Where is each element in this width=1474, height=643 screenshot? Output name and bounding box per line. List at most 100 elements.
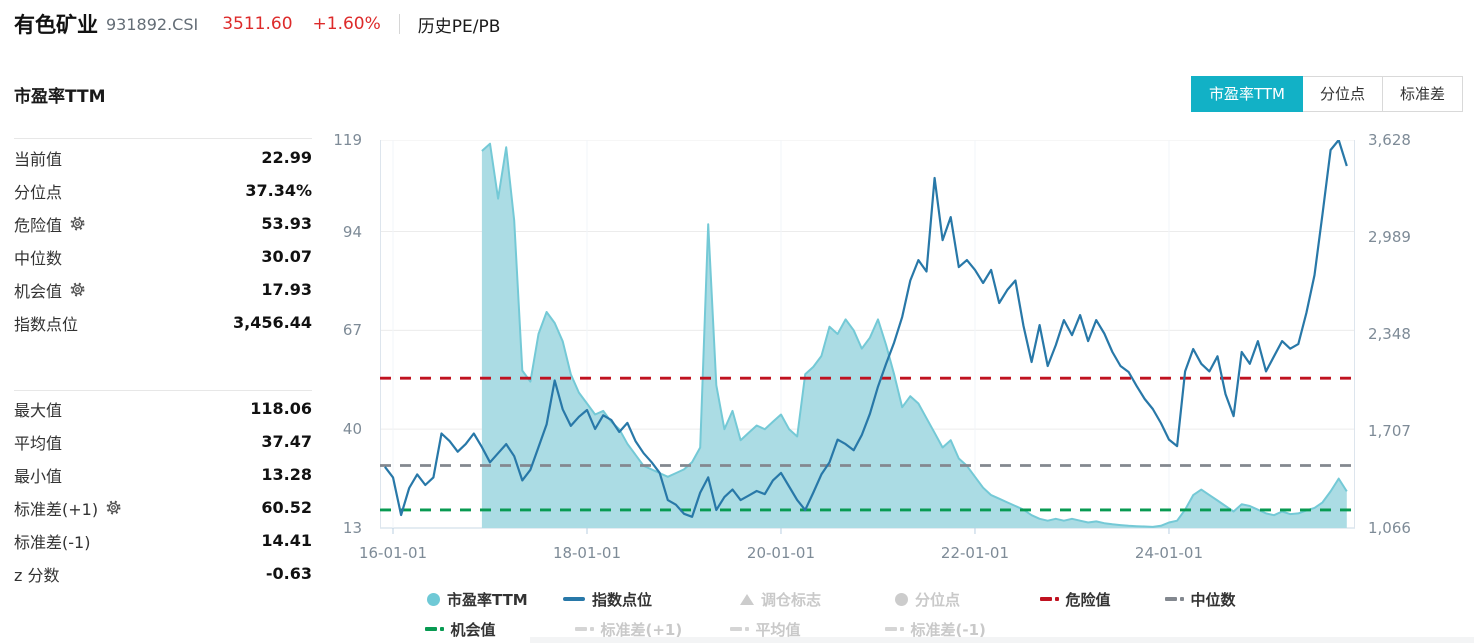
gear-icon [70,282,85,297]
tab-stddev[interactable]: 标准差 [1382,76,1463,112]
gear-icon[interactable] [70,216,85,231]
pe-ttm-area [481,143,1347,528]
stat-value: 22.99 [261,148,312,167]
legend-item[interactable]: 危险值 [1040,588,1111,610]
pe-axis-tick: 40 [342,420,362,439]
index-axis-tick: 1,707 [1368,421,1411,440]
series-line-icon [563,597,585,601]
legend-label: 指数点位 [592,590,653,609]
stat-current-row: 中位数 30.07 [14,240,312,273]
date-axis-tick: 24-01-01 [1134,544,1203,562]
stats-panel-summary: 最大值 118.06 平均值 37.47 最小值 13.28 标准差(+1) 60.52 标准差… [14,392,312,590]
gear-icon [70,216,85,231]
stat-label: 指数点位 [14,314,79,334]
pe-axis-tick: 67 [342,321,362,340]
series-circle-icon [895,592,908,606]
dash-dot-icon [1040,597,1059,601]
index-name: 有色矿业 [14,13,98,37]
stat-current-row: 指数点位 3,456.44 [14,306,312,339]
date-axis-tick: 16-01-01 [358,544,428,562]
pe-history-chart[interactable] [380,140,1355,540]
index-change-percent: +1.60% [312,14,381,34]
index-price: 3511.60 [222,14,293,34]
gear-icon[interactable] [70,282,85,297]
stat-summary-row: z 分数 -0.63 [14,557,312,590]
stat-value: 13.28 [261,465,312,484]
tab-percentile[interactable]: 分位点 [1302,76,1383,112]
legend-label: 分位点 [915,590,961,609]
stat-value: 60.52 [261,498,312,517]
index-axis-tick: 3,628 [1368,131,1411,149]
stat-label: 标准差(-1) [14,532,91,552]
gear-icon [106,500,121,515]
stat-value: 14.41 [261,531,312,550]
chart-legend: 市盈率TTM 指数点位 调仓标志 分位点 危险值 中位数机会值 标准差(+1) 平均值 标准差(… [0,584,1474,640]
stat-label: 平均值 [14,433,63,453]
stat-label: 最小值 [14,466,63,486]
date-axis-tick: 20-01-01 [746,544,816,562]
stat-current-row: 分位点 37.34% [14,174,312,207]
stat-value: 17.93 [261,280,312,299]
stat-current-row: 当前值 22.99 [14,141,312,174]
stat-summary-row: 标准差(-1) 14.41 [14,524,312,557]
dash-dot-icon [1165,597,1184,601]
legend-label: 市盈率TTM [447,590,528,609]
stat-value: 30.07 [261,247,312,266]
legend-item[interactable]: 标准差(+1) [575,618,682,640]
stat-value: 37.34% [245,181,312,200]
legend-label: 标准差(+1) [600,620,683,639]
legend-label: 机会值 [450,620,496,639]
header-divider [398,14,400,34]
stat-current-row: 危险值 53.93 [14,207,312,240]
stat-summary-row: 标准差(+1) 60.52 [14,491,312,524]
stat-label: 分位点 [14,182,63,202]
stat-label: 最大值 [14,400,63,420]
stat-summary-row: 平均值 37.47 [14,425,312,458]
dash-dot-icon [885,627,904,631]
legend-label: 平均值 [755,620,801,639]
legend-item[interactable]: 中位数 [1165,588,1236,610]
stat-label: 机会值 [14,281,63,301]
series-circle-icon [427,592,440,606]
next-section-edge [530,637,1474,643]
stat-summary-row: 最大值 118.06 [14,392,312,425]
legend-label: 调仓标志 [761,590,822,609]
index-code: 931892.CSI [106,14,199,34]
legend-item[interactable]: 平均值 [730,618,801,640]
tab-pe-ttm[interactable]: 市盈率TTM [1190,76,1303,112]
date-axis-tick: 22-01-01 [940,544,1010,562]
dash-dot-icon [730,627,749,631]
metric-title: 市盈率TTM [14,87,106,107]
legend-item[interactable]: 调仓标志 [740,588,821,610]
stat-value: 118.06 [250,399,312,418]
index-axis-tick: 1,066 [1368,519,1411,537]
stat-value: 37.47 [261,432,312,451]
legend-item[interactable]: 机会值 [425,618,496,640]
date-axis-tick: 18-01-01 [552,544,622,562]
pe-axis-tick: 13 [342,519,362,537]
legend-item[interactable]: 分位点 [895,588,960,610]
page-title: 历史PE/PB [417,16,501,37]
header: 有色矿业 931892.CSI 3511.60 +1.60% 历史PE/PB [0,0,1474,48]
stat-value: 53.93 [261,214,312,233]
pe-axis-tick: 94 [342,222,362,241]
gear-icon[interactable] [106,500,121,515]
legend-label: 标准差(-1) [910,620,986,639]
pe-axis-tick: 119 [333,131,362,149]
stat-label: z 分数 [14,565,60,585]
stat-label: 标准差(+1) [14,499,99,519]
dash-dot-icon [575,627,594,631]
index-axis-tick: 2,348 [1368,324,1411,343]
legend-item[interactable]: 市盈率TTM [427,588,528,610]
legend-label: 危险值 [1065,590,1111,609]
stats-panel-current: 当前值 22.99 分位点 37.34% 危险值 53.93 中位数 30.07 机会值 17.9… [14,141,312,339]
legend-item[interactable]: 指数点位 [563,588,652,610]
legend-label: 中位数 [1190,590,1236,609]
rebalance-triangle-icon [740,593,754,605]
pe-ttm-line [481,142,1348,528]
index-axis-tick: 2,989 [1368,227,1411,246]
legend-item[interactable]: 标准差(-1) [885,618,986,640]
stat-label: 中位数 [14,248,63,268]
stats-divider-bottom [14,390,312,391]
